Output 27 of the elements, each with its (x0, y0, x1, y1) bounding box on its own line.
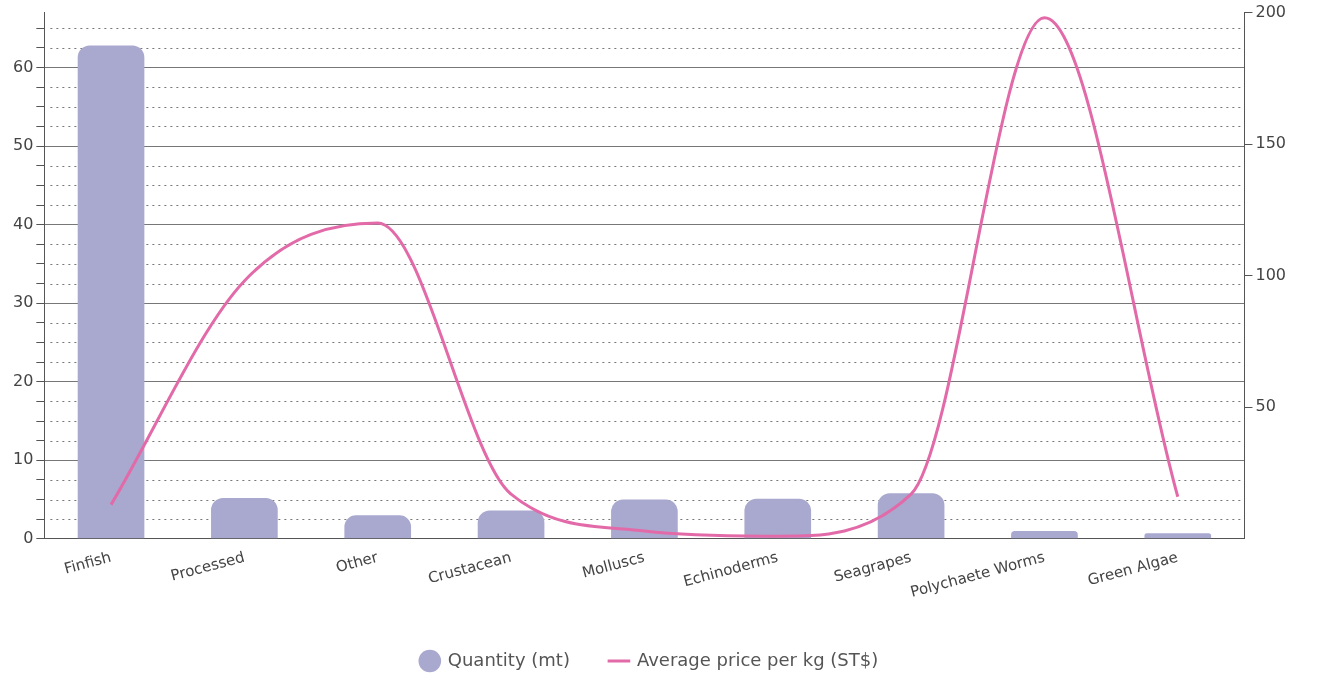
x-tick-label: Other (333, 547, 381, 577)
bar (211, 497, 278, 539)
y2-tick-label: 150 (1255, 133, 1287, 153)
y-tick-label: 20 (13, 370, 34, 390)
x-tick-label: Green Algae (1085, 547, 1180, 590)
y-tick-label: 40 (13, 213, 34, 233)
legend-label: Average price per kg (ST$) (636, 648, 879, 670)
bar (1011, 530, 1078, 539)
bar (1144, 533, 1212, 539)
legend-label: Quantity (mt) (447, 648, 570, 670)
y-tick-label: 60 (13, 56, 34, 76)
y-tick-label: 30 (13, 292, 34, 312)
bar (744, 498, 812, 539)
y2-tick-label: 100 (1255, 264, 1287, 284)
bar (611, 499, 678, 539)
x-tick-label: Molluscs (580, 547, 647, 582)
x-tick-label: Finfish (62, 547, 114, 578)
bar (477, 510, 545, 539)
y-tick-label: 0 (23, 527, 34, 547)
y-tick-label: 10 (13, 449, 34, 469)
bar (77, 45, 145, 539)
bar (877, 493, 945, 539)
y2-tick-label: 50 (1255, 396, 1276, 416)
bar (344, 515, 412, 539)
line-series (109, 16, 1180, 538)
y-tick-label: 50 (13, 135, 34, 155)
y2-tick-label: 200 (1255, 1, 1287, 21)
